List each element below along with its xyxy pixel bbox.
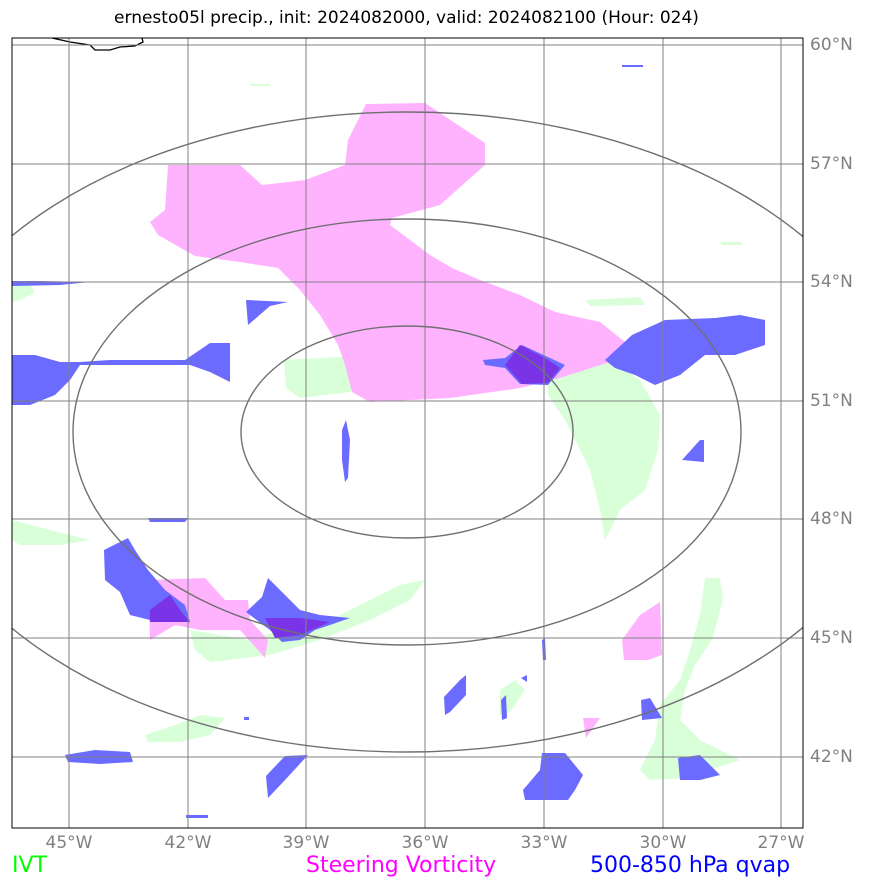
qvap-region [521,675,527,682]
vorticity-region [148,578,268,658]
range-rings [12,111,803,753]
ivt-region [640,578,740,780]
range-ring-outer [12,111,803,753]
qvap-region [605,315,765,385]
qvap-region [682,440,704,462]
legend-steering-vorticity: Steering Vorticity [306,853,497,878]
qvap-region [641,698,662,720]
range-ring-middle [72,218,742,646]
ivt-region [145,715,225,742]
lon-label: 30°W [639,833,687,853]
lon-label: 27°W [757,833,805,853]
ivt-region [250,84,270,86]
map-title: ernesto05l precip., init: 2024082000, va… [114,8,699,28]
lat-label: 42°N [810,747,853,767]
qvap-region [186,815,208,818]
vorticity-region [583,718,600,738]
qvap-region [622,65,643,67]
qvap-region [266,755,308,798]
ivt-field [12,84,742,780]
qvap-region [342,420,350,482]
range-ring-inner [240,325,574,539]
qvap-region [523,753,583,800]
vorticity-region [150,103,625,402]
qvap-region [678,755,720,780]
qvap-region [444,675,466,715]
lon-label: 45°W [45,833,93,853]
overlap-region [265,618,330,638]
lon-label: 33°W [520,833,568,853]
overlap-region [150,595,190,622]
map-frame [11,37,804,829]
lat-label: 45°N [810,628,853,648]
qvap-region [501,695,507,720]
ivt-region [190,580,425,662]
vorticity-field [148,103,662,738]
legend-qvap: 500-850 hPa qvap [590,853,791,878]
coastline [51,38,144,51]
qvap-region [244,717,249,720]
lat-label: 51°N [810,391,853,411]
lat-label: 57°N [810,154,853,174]
ivt-region [12,285,35,302]
qvap-region [12,343,230,405]
qvap-region [246,300,288,325]
ivt-region [585,297,645,306]
ivt-region [720,242,742,245]
legend-ivt: IVT [12,853,47,878]
lat-label: 60°N [810,35,853,55]
lon-label: 42°W [164,833,212,853]
graticule [12,38,803,828]
lat-label: 48°N [810,509,853,529]
vorticity-region [622,602,662,660]
lat-label: 54°N [810,272,853,292]
ivt-region [545,356,660,540]
lon-label: 36°W [401,833,449,853]
lon-label: 39°W [282,833,330,853]
ivt-region [12,520,90,545]
